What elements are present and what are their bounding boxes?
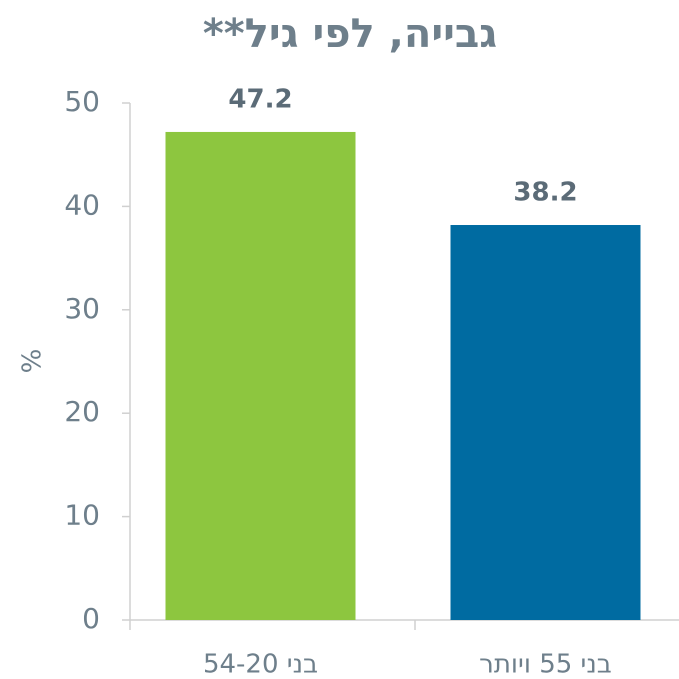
- y-tick-label: 10: [64, 499, 100, 532]
- y-tick-label: 50: [64, 85, 100, 118]
- y-tick-label: 30: [64, 292, 100, 325]
- value-label: 47.2: [228, 84, 292, 114]
- y-axis-label: %: [18, 349, 48, 374]
- x-tick-label: בני 54-20: [203, 650, 318, 679]
- value-label: 38.2: [513, 178, 577, 208]
- chart-title: גבייה, לפי גיל**: [203, 11, 497, 57]
- x-tick-label: בני 55 ויותר: [479, 650, 612, 679]
- bar: [450, 225, 641, 620]
- bar: [165, 131, 356, 620]
- y-tick-label: 20: [64, 395, 100, 428]
- y-tick-label: 0: [82, 602, 100, 635]
- y-tick-label: 40: [64, 188, 100, 221]
